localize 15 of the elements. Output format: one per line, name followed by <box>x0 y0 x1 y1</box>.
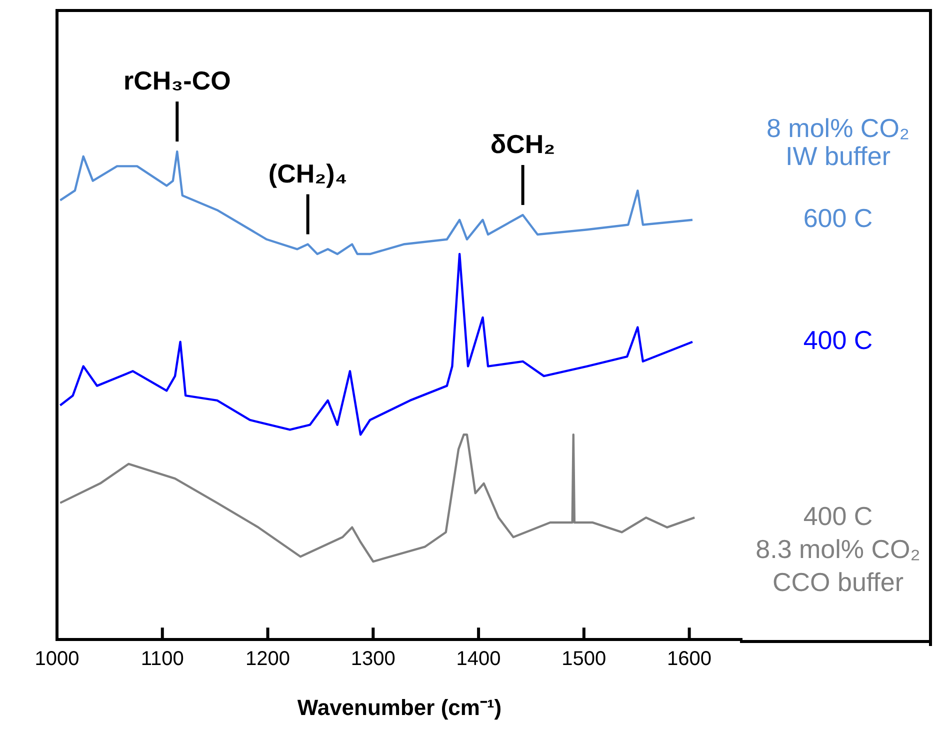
text: 600 C <box>803 203 873 234</box>
x-tick-label: 1600 <box>667 648 712 670</box>
text: 8 mol% CO₂ IW buffer <box>766 113 910 172</box>
annotation: rCH₃-CO <box>123 66 231 96</box>
x-tick-label: 1300 <box>350 648 396 670</box>
x-tick-label: 1000 <box>34 648 80 670</box>
annotation: δCH₂ <box>490 128 556 159</box>
x-tick-label: 1200 <box>246 648 290 670</box>
x-tick-label: 1500 <box>562 648 606 670</box>
annotation: (CH₂)₄ <box>268 158 348 188</box>
x-tick-label: 1400 <box>456 648 501 670</box>
text: 400 C 8.3 mol% CO₂ CCO buffer <box>756 500 920 597</box>
x-tick-label: 1100 <box>140 648 184 670</box>
x-axis-title: Wavenumber (cm⁻¹) <box>297 694 502 720</box>
text: 400 C <box>803 325 873 356</box>
